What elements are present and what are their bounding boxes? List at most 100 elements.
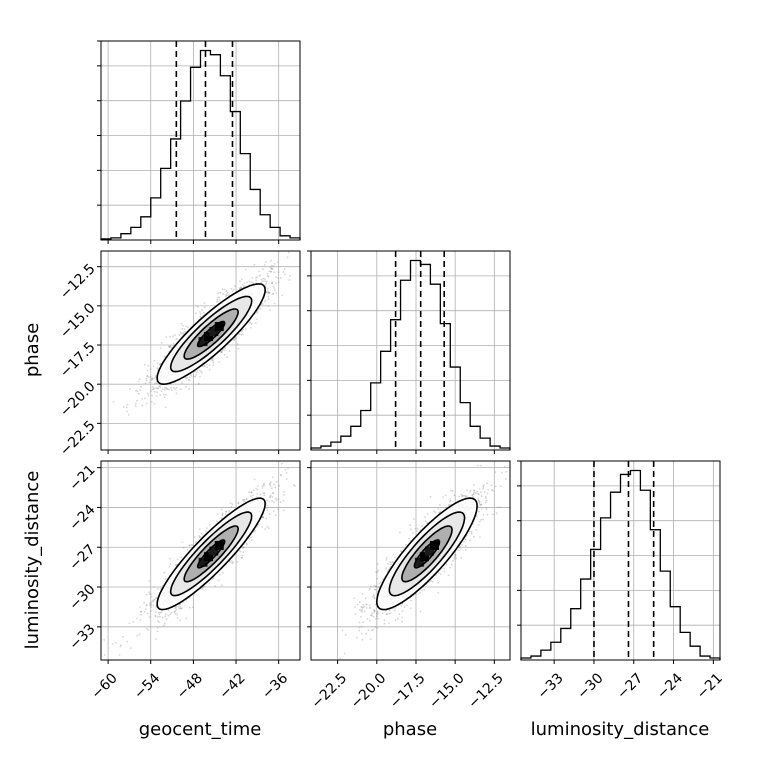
sample-point: [120, 644, 122, 647]
sample-point: [241, 554, 244, 557]
sample-point: [231, 562, 234, 565]
sample-point: [169, 613, 171, 616]
sample-point: [218, 573, 221, 576]
sample-point: [277, 498, 280, 501]
sample-point: [202, 365, 205, 368]
sample-point: [269, 482, 271, 485]
sample-point: [256, 493, 259, 495]
sample-point: [268, 527, 270, 529]
sample-point: [185, 325, 187, 328]
sample-point: [186, 376, 189, 379]
sample-point: [271, 500, 273, 502]
sample-point: [166, 388, 169, 391]
sample-point: [143, 601, 145, 604]
sample-point: [237, 347, 240, 350]
sample-point: [277, 508, 279, 510]
sample-point: [217, 300, 219, 303]
sample-point: [259, 493, 262, 496]
sample-point: [191, 544, 194, 547]
sample-point: [268, 291, 270, 294]
sample-point: [147, 376, 150, 378]
sample-point: [220, 584, 223, 587]
sample-point: [129, 647, 132, 650]
sample-point: [198, 382, 200, 385]
sample-point: [136, 634, 139, 637]
sample-point: [264, 284, 267, 286]
sample-point: [140, 613, 142, 616]
sample-point: [233, 288, 235, 291]
sample-point: [145, 379, 148, 382]
sample-point: [272, 510, 275, 512]
sample-point: [173, 610, 176, 613]
sample-point: [283, 491, 285, 493]
sample-point: [134, 402, 137, 405]
sample-point: [275, 276, 277, 279]
sample-point: [179, 605, 182, 608]
sample-point: [153, 359, 156, 362]
sample-point: [272, 285, 275, 288]
sample-point: [221, 513, 224, 516]
sample-point: [159, 363, 161, 366]
sample-point: [154, 615, 157, 618]
sample-point: [245, 498, 248, 501]
sample-point: [285, 471, 288, 474]
sample-point: [240, 556, 243, 559]
sample-point: [256, 488, 259, 491]
sample-point: [160, 390, 163, 392]
sample-point: [266, 499, 269, 502]
sample-point: [268, 270, 271, 273]
sample-point: [234, 285, 236, 287]
sample-point: [289, 274, 292, 277]
sample-point: [243, 282, 246, 284]
sample-point: [174, 612, 177, 615]
sample-point: [275, 497, 277, 500]
sample-point: [272, 501, 275, 504]
sample-point: [163, 355, 166, 358]
sample-point: [150, 390, 152, 393]
sample-point: [271, 267, 273, 270]
sample-point: [226, 291, 229, 294]
sample-point: [262, 277, 265, 280]
sample-point: [161, 616, 164, 619]
sample-point: [241, 278, 243, 281]
sample-point: [231, 290, 234, 292]
sample-point: [254, 529, 257, 532]
sample-point: [144, 397, 146, 400]
sample-point: [146, 392, 149, 395]
sample-point: [266, 509, 269, 511]
sample-point: [283, 494, 285, 496]
sample-point: [249, 326, 252, 329]
sample-point: [206, 527, 208, 529]
sample-point: [156, 367, 159, 369]
sample-point: [210, 359, 213, 361]
sample-point: [173, 386, 175, 389]
sample-point: [225, 510, 228, 513]
sample-point: [273, 287, 276, 289]
sample-point: [280, 462, 283, 465]
sample-point: [163, 396, 166, 398]
sample-point: [282, 509, 285, 512]
scatter-geocent-time-vs-phase-content: [112, 251, 292, 416]
sample-point: [271, 496, 274, 498]
sample-point: [149, 375, 152, 378]
sample-point: [266, 504, 269, 507]
sample-point: [152, 604, 155, 607]
sample-point: [255, 279, 257, 282]
sample-point: [230, 287, 233, 290]
sample-point: [151, 401, 153, 403]
sample-point: [144, 382, 147, 385]
sample-point: [216, 300, 218, 303]
sample-point: [246, 281, 249, 284]
sample-point: [159, 385, 162, 388]
sample-point: [169, 557, 172, 560]
sample-point: [167, 345, 170, 348]
sample-point: [248, 280, 251, 283]
sample-point: [111, 643, 114, 645]
sample-point: [159, 611, 162, 614]
sample-point: [193, 536, 196, 538]
sample-point: [151, 388, 154, 391]
sample-point: [283, 268, 286, 271]
sample-point: [275, 282, 277, 285]
sample-point: [265, 517, 267, 520]
sample-point: [177, 605, 180, 608]
